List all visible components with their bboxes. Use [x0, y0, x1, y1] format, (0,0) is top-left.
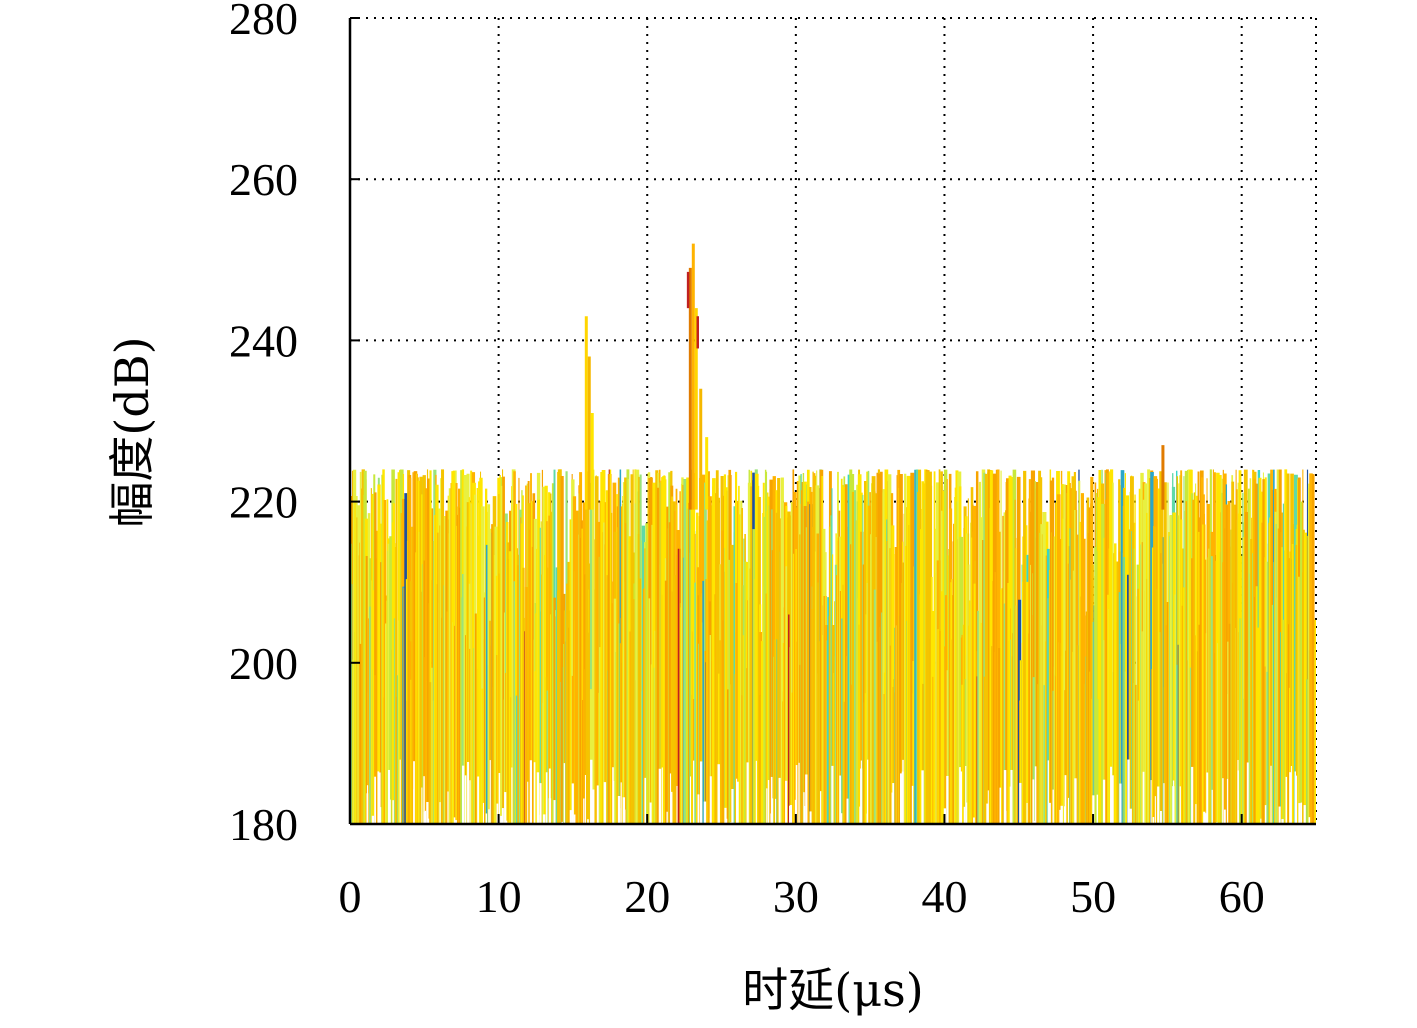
- x-tick-label: 50: [1070, 871, 1116, 922]
- data-traces: [350, 469, 1316, 824]
- x-tick-labels: 0 10 20 30 40 50 60: [339, 871, 1265, 922]
- y-tick-label: 280: [229, 0, 298, 44]
- x-tick-label: 20: [624, 871, 670, 922]
- y-tick-labels: 180 200 220 240 260 280: [229, 0, 298, 850]
- x-tick-label: 60: [1219, 871, 1265, 922]
- y-tick-label: 200: [229, 638, 298, 689]
- x-tick-label: 0: [339, 871, 362, 922]
- axes: [348, 17, 1316, 826]
- x-tick-label: 10: [476, 871, 522, 922]
- x-tick-label: 40: [921, 871, 967, 922]
- y-tick-label: 180: [229, 799, 298, 850]
- peak-traces: [584, 243, 1165, 510]
- y-tick-label: 260: [229, 154, 298, 205]
- y-tick-label: 220: [229, 477, 298, 528]
- x-axis-label: 时延(μs): [742, 963, 923, 1017]
- y-axis-label: 幅度(dB): [105, 336, 159, 527]
- y-tick-label: 240: [229, 315, 298, 366]
- x-tick-label: 30: [773, 871, 819, 922]
